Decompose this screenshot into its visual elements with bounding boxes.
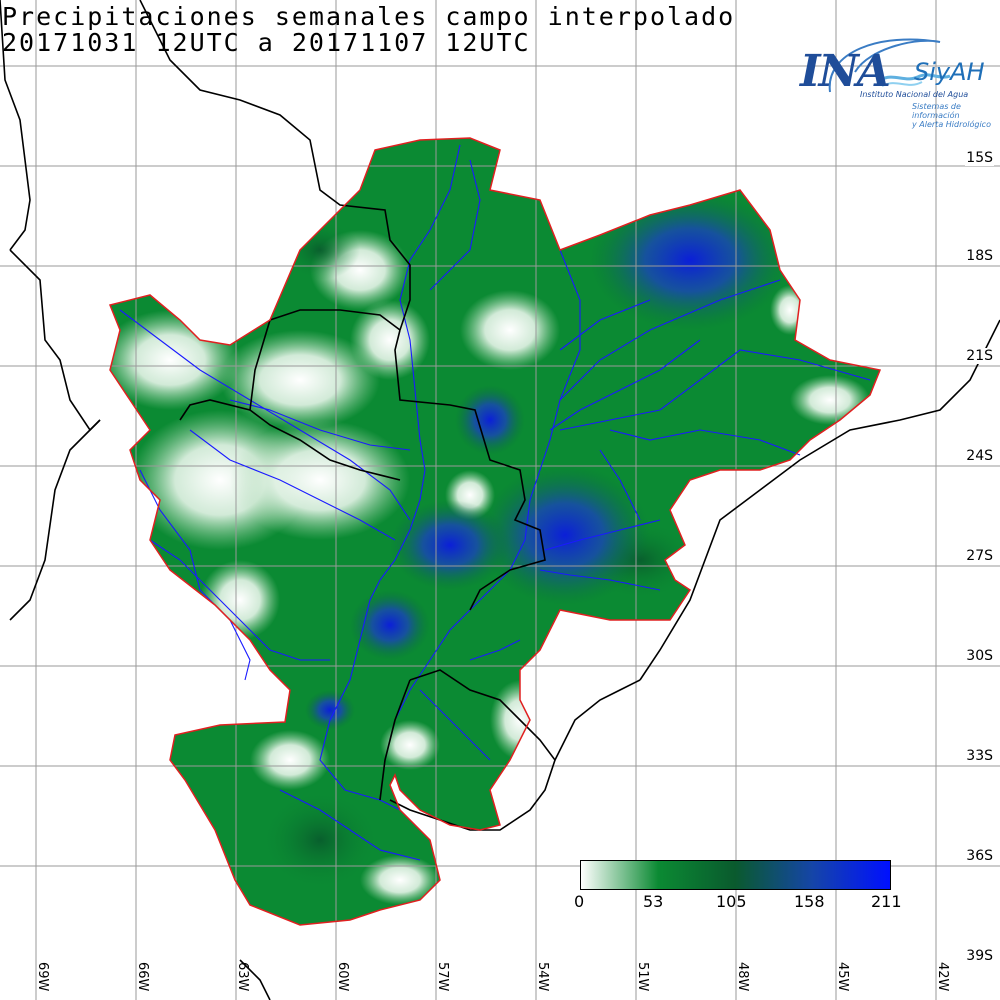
lat-label-27s: 27S	[965, 548, 994, 564]
logo-system-text: Sistemas de información y Alerta Hidroló…	[912, 102, 1000, 129]
lat-label-15s: 15S	[965, 150, 994, 166]
logo-ina-text: INA	[800, 46, 891, 97]
colorbar-tick-158: 158	[794, 892, 825, 911]
logo-swoosh-icon	[828, 38, 951, 93]
lat-label-30s: 30S	[965, 648, 994, 664]
logo-system-line1: Sistemas de información	[912, 102, 961, 120]
lat-label-33s: 33S	[965, 748, 994, 764]
colorbar-tick-53: 53	[643, 892, 664, 911]
lat-label-21s: 21S	[965, 348, 994, 364]
lon-label-54w: 54W	[535, 962, 550, 992]
lat-label-39s: 39S	[965, 948, 994, 964]
basin-outline	[108, 137, 882, 926]
map-title: Precipitaciones semanales campo interpol…	[2, 2, 736, 31]
lon-label-66w: 66W	[135, 962, 150, 992]
logo-siyah-text: SiyAH	[914, 58, 985, 86]
lon-label-45w: 45W	[835, 962, 850, 992]
ina-siyah-logo: INA SiyAH Instituto Nacional del Agua Si…	[800, 32, 1000, 132]
lon-label-48w: 48W	[735, 962, 750, 992]
lon-label-51w: 51W	[635, 962, 650, 992]
lon-label-63w: 63W	[235, 962, 250, 992]
colorbar-tick-211: 211	[871, 892, 902, 911]
lat-label-18s: 18S	[965, 248, 994, 264]
precipitation-field	[110, 138, 880, 925]
colorbar-tick-0: 0	[574, 892, 585, 911]
rivers	[119, 144, 871, 861]
map-date-range: 20171031 12UTC a 20171107 12UTC	[2, 28, 531, 57]
lat-label-36s: 36S	[965, 848, 994, 864]
lat-label-24s: 24S	[965, 448, 994, 464]
precipitation-colorbar	[580, 860, 891, 890]
logo-institution-text: Instituto Nacional del Agua	[860, 90, 969, 99]
lon-label-57w: 57W	[435, 962, 450, 992]
lon-label-42w: 42W	[935, 962, 950, 992]
colorbar-tick-105: 105	[716, 892, 747, 911]
lon-label-69w: 69W	[35, 962, 50, 992]
lon-label-60w: 60W	[335, 962, 350, 992]
logo-system-line2: y Alerta Hidrológico	[912, 120, 991, 129]
